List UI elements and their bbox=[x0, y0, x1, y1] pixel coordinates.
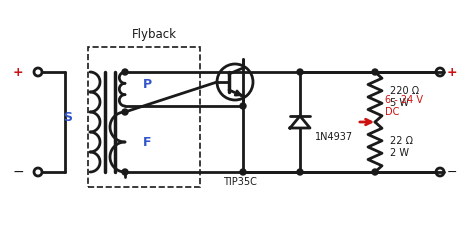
Text: P: P bbox=[143, 77, 152, 91]
Text: +: + bbox=[13, 65, 23, 78]
Text: S: S bbox=[64, 110, 73, 123]
Text: −: − bbox=[12, 165, 24, 179]
Text: 6 - 24 V
DC: 6 - 24 V DC bbox=[385, 96, 423, 117]
Text: Flyback: Flyback bbox=[131, 27, 176, 41]
Text: +: + bbox=[447, 65, 457, 78]
Text: 220 Ω
5 W: 220 Ω 5 W bbox=[390, 86, 419, 108]
Bar bbox=[88, 47, 200, 187]
Text: 1N4937: 1N4937 bbox=[315, 132, 353, 142]
Circle shape bbox=[372, 69, 378, 75]
Text: −: − bbox=[447, 165, 457, 178]
Circle shape bbox=[297, 69, 303, 75]
Circle shape bbox=[122, 109, 128, 115]
Circle shape bbox=[122, 169, 128, 175]
Text: TIP35C: TIP35C bbox=[223, 177, 257, 187]
Circle shape bbox=[240, 169, 246, 175]
Circle shape bbox=[240, 103, 246, 109]
Circle shape bbox=[372, 169, 378, 175]
Text: 22 Ω
2 W: 22 Ω 2 W bbox=[390, 136, 413, 158]
Circle shape bbox=[122, 69, 128, 75]
Text: F: F bbox=[143, 136, 151, 149]
Circle shape bbox=[297, 169, 303, 175]
